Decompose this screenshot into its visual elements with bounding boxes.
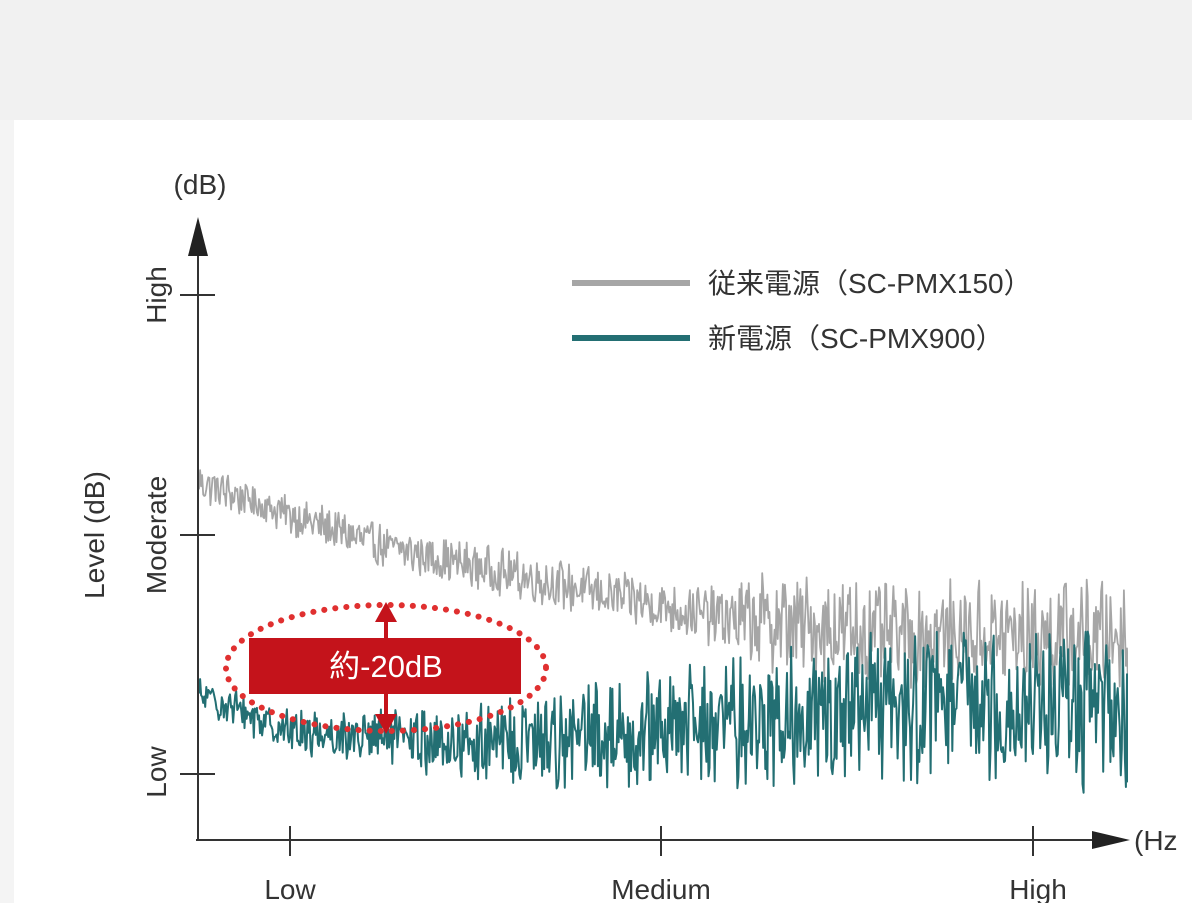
y-axis-arrow bbox=[188, 217, 208, 256]
series-line-new bbox=[198, 630, 1128, 794]
y-ticks bbox=[180, 294, 215, 775]
annotation-arrow-up bbox=[375, 602, 397, 622]
annotation-arrow-down bbox=[375, 714, 397, 734]
legend-label-conventional: 従来電源（SC-PMX150） bbox=[708, 268, 1032, 299]
legend-label-new: 新電源（SC-PMX900） bbox=[708, 323, 1004, 354]
y-tick-label-moderate: Moderate bbox=[141, 476, 172, 594]
panel-left-margin bbox=[0, 120, 14, 903]
chart-panel bbox=[0, 120, 1192, 903]
series-line-conventional bbox=[198, 469, 1128, 689]
annotation-text-background bbox=[322, 642, 450, 690]
annotation-text: 約-20dB bbox=[329, 649, 443, 684]
x-axis-arrow bbox=[1092, 831, 1130, 849]
y-axis-unit: (dB) bbox=[174, 169, 227, 200]
y-tick-label-low: Low bbox=[141, 746, 172, 798]
y-axis-label: Level (dB) bbox=[79, 471, 110, 599]
y-tick-label-high: High bbox=[141, 266, 172, 324]
x-ticks bbox=[289, 826, 1034, 856]
x-tick-label-low: Low bbox=[264, 874, 316, 903]
x-axis-unit: (Hz bbox=[1134, 825, 1178, 856]
legend: 従来電源（SC-PMX150） 新電源（SC-PMX900） bbox=[572, 268, 1032, 354]
annotation-dotted-ellipse bbox=[223, 602, 549, 734]
x-tick-label-medium: Medium bbox=[611, 874, 711, 903]
x-tick-label-high: High bbox=[1009, 874, 1067, 903]
difference-annotation: 約-20dB bbox=[223, 602, 549, 734]
